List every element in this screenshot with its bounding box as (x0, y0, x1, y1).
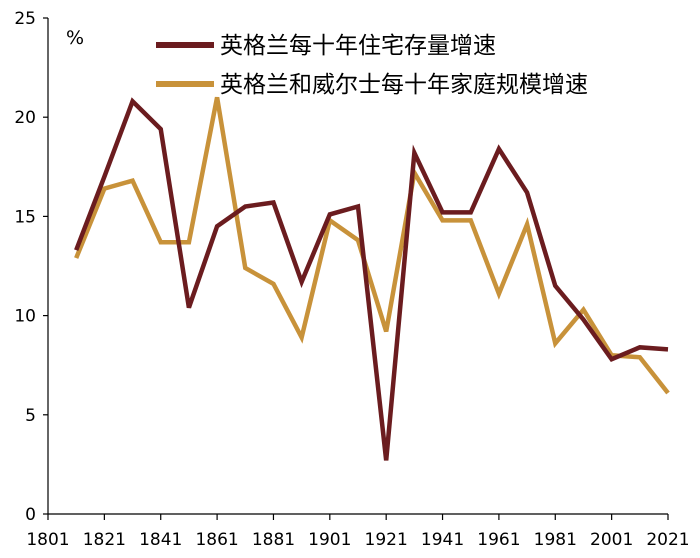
y-tick-label: 15 (14, 207, 36, 227)
x-tick-label: 1841 (139, 530, 182, 550)
legend: 英格兰每十年住宅存量增速 英格兰和威尔士每十年家庭规模增速 (156, 33, 588, 98)
x-tick-label: 2001 (590, 530, 633, 550)
x-ticks: 1801 1821 1841 1861 1881 1901 1921 1941 1961 1981… (26, 514, 690, 550)
series-lines (74, 96, 670, 461)
x-tick-label: 1921 (365, 530, 408, 550)
x-tick-label: 1941 (421, 530, 464, 550)
x-tick-label: 1821 (83, 530, 126, 550)
y-tick-label: 0 (25, 505, 36, 525)
y-tick-label: 25 (14, 9, 36, 29)
x-tick-label: 1961 (477, 530, 520, 550)
y-tick-label: 10 (14, 307, 36, 327)
legend-entry-housing-stock: 英格兰每十年住宅存量增速 (156, 33, 496, 59)
y-tick-label: 5 (25, 406, 36, 426)
x-tick-label: 2021 (646, 530, 689, 550)
x-tick-label: 1901 (308, 530, 351, 550)
x-tick-label: 1881 (252, 530, 295, 550)
series-line-household-size (74, 96, 670, 395)
y-tick-label: 20 (14, 108, 36, 128)
legend-label-housing-stock: 英格兰每十年住宅存量增速 (220, 33, 496, 59)
series-line-housing-stock (74, 97, 669, 461)
x-tick-label: 1981 (534, 530, 577, 550)
axes (47, 18, 668, 515)
y-ticks: 0 5 10 15 20 25 (14, 9, 48, 525)
x-tick-label: 1801 (26, 530, 69, 550)
x-tick-label: 1861 (195, 530, 238, 550)
legend-entry-household-size: 英格兰和威尔士每十年家庭规模增速 (156, 72, 588, 98)
legend-label-household-size: 英格兰和威尔士每十年家庭规模增速 (220, 72, 588, 98)
unit-label: % (66, 27, 84, 49)
